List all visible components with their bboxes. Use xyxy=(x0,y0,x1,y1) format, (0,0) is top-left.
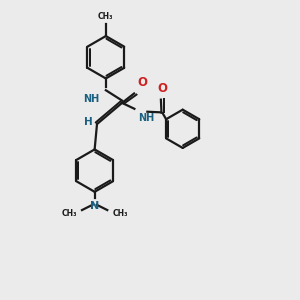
Text: CH₃: CH₃ xyxy=(112,209,128,218)
Text: CH₃: CH₃ xyxy=(61,209,77,218)
Text: N: N xyxy=(90,201,99,211)
Text: O: O xyxy=(157,82,167,95)
Text: H: H xyxy=(84,117,93,127)
Text: NH: NH xyxy=(83,94,99,104)
Text: O: O xyxy=(137,76,147,89)
Text: NH: NH xyxy=(138,113,154,124)
Text: CH₃: CH₃ xyxy=(98,12,114,21)
